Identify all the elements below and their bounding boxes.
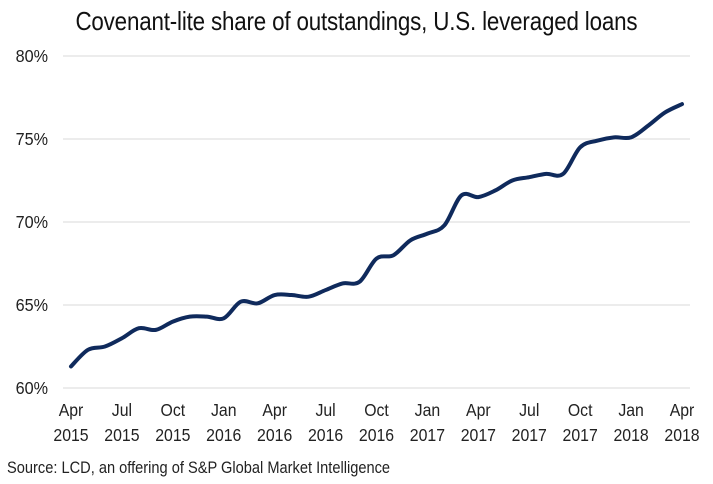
x-tick-year: 2016	[257, 425, 292, 445]
y-tick-label: 60%	[16, 378, 48, 398]
y-axis-ticks: 60% 65% 70% 75% 80%	[16, 46, 48, 398]
y-tick-label: 80%	[16, 46, 48, 66]
x-tick-month: Jul	[519, 400, 539, 420]
x-tick-year: 2016	[359, 425, 394, 445]
x-tick-year: 2016	[206, 425, 241, 445]
x-tick-month: Jan	[618, 400, 644, 420]
x-tick-label: Apr 2018	[664, 400, 699, 445]
x-tick-month: Apr	[670, 400, 695, 420]
y-tick-label: 65%	[16, 295, 48, 315]
x-tick-label: Oct 2015	[155, 400, 190, 445]
x-tick-year: 2015	[155, 425, 190, 445]
x-tick-year: 2017	[512, 425, 547, 445]
x-tick-month: Jan	[211, 400, 237, 420]
x-tick-year: 2018	[613, 425, 648, 445]
x-tick-month: Oct	[568, 400, 593, 420]
x-tick-month: Apr	[466, 400, 491, 420]
x-tick-label: Jan 2018	[613, 400, 648, 445]
x-tick-label: Jul 2017	[512, 400, 547, 445]
y-tick-label: 70%	[16, 212, 48, 232]
x-tick-year: 2017	[461, 425, 496, 445]
x-tick-label: Jul 2016	[308, 400, 343, 445]
x-tick-year: 2017	[563, 425, 598, 445]
x-axis-ticks: Apr 2015 Jul 2015 Oct 2015 Jan 2016 Apr 2016 Jul 20…	[53, 400, 699, 445]
x-tick-month: Oct	[364, 400, 389, 420]
chart-title: Covenant-lite share of outstandings, U.S…	[75, 6, 638, 36]
series-line	[69, 102, 684, 369]
x-tick-year: 2015	[53, 425, 88, 445]
x-tick-label: Apr 2016	[257, 400, 292, 445]
x-tick-label: Jan 2016	[206, 400, 241, 445]
x-tick-label: Jan 2017	[410, 400, 445, 445]
x-tick-label: Apr 2017	[461, 400, 496, 445]
gridlines	[63, 55, 690, 389]
x-tick-year: 2016	[308, 425, 343, 445]
x-tick-year: 2015	[104, 425, 139, 445]
y-tick-label: 75%	[16, 129, 48, 149]
x-tick-month: Apr	[262, 400, 287, 420]
x-tick-year: 2018	[664, 425, 699, 445]
x-tick-month: Oct	[161, 400, 186, 420]
source-note: Source: LCD, an offering of S&P Global M…	[7, 458, 391, 477]
x-tick-label: Apr 2015	[53, 400, 88, 445]
x-tick-year: 2017	[410, 425, 445, 445]
x-tick-label: Jul 2015	[104, 400, 139, 445]
x-tick-label: Oct 2016	[359, 400, 394, 445]
series-layer	[69, 102, 684, 369]
x-tick-month: Jul	[112, 400, 132, 420]
x-tick-label: Oct 2017	[563, 400, 598, 445]
x-tick-month: Apr	[59, 400, 84, 420]
x-tick-month: Jan	[415, 400, 441, 420]
x-tick-month: Jul	[315, 400, 335, 420]
